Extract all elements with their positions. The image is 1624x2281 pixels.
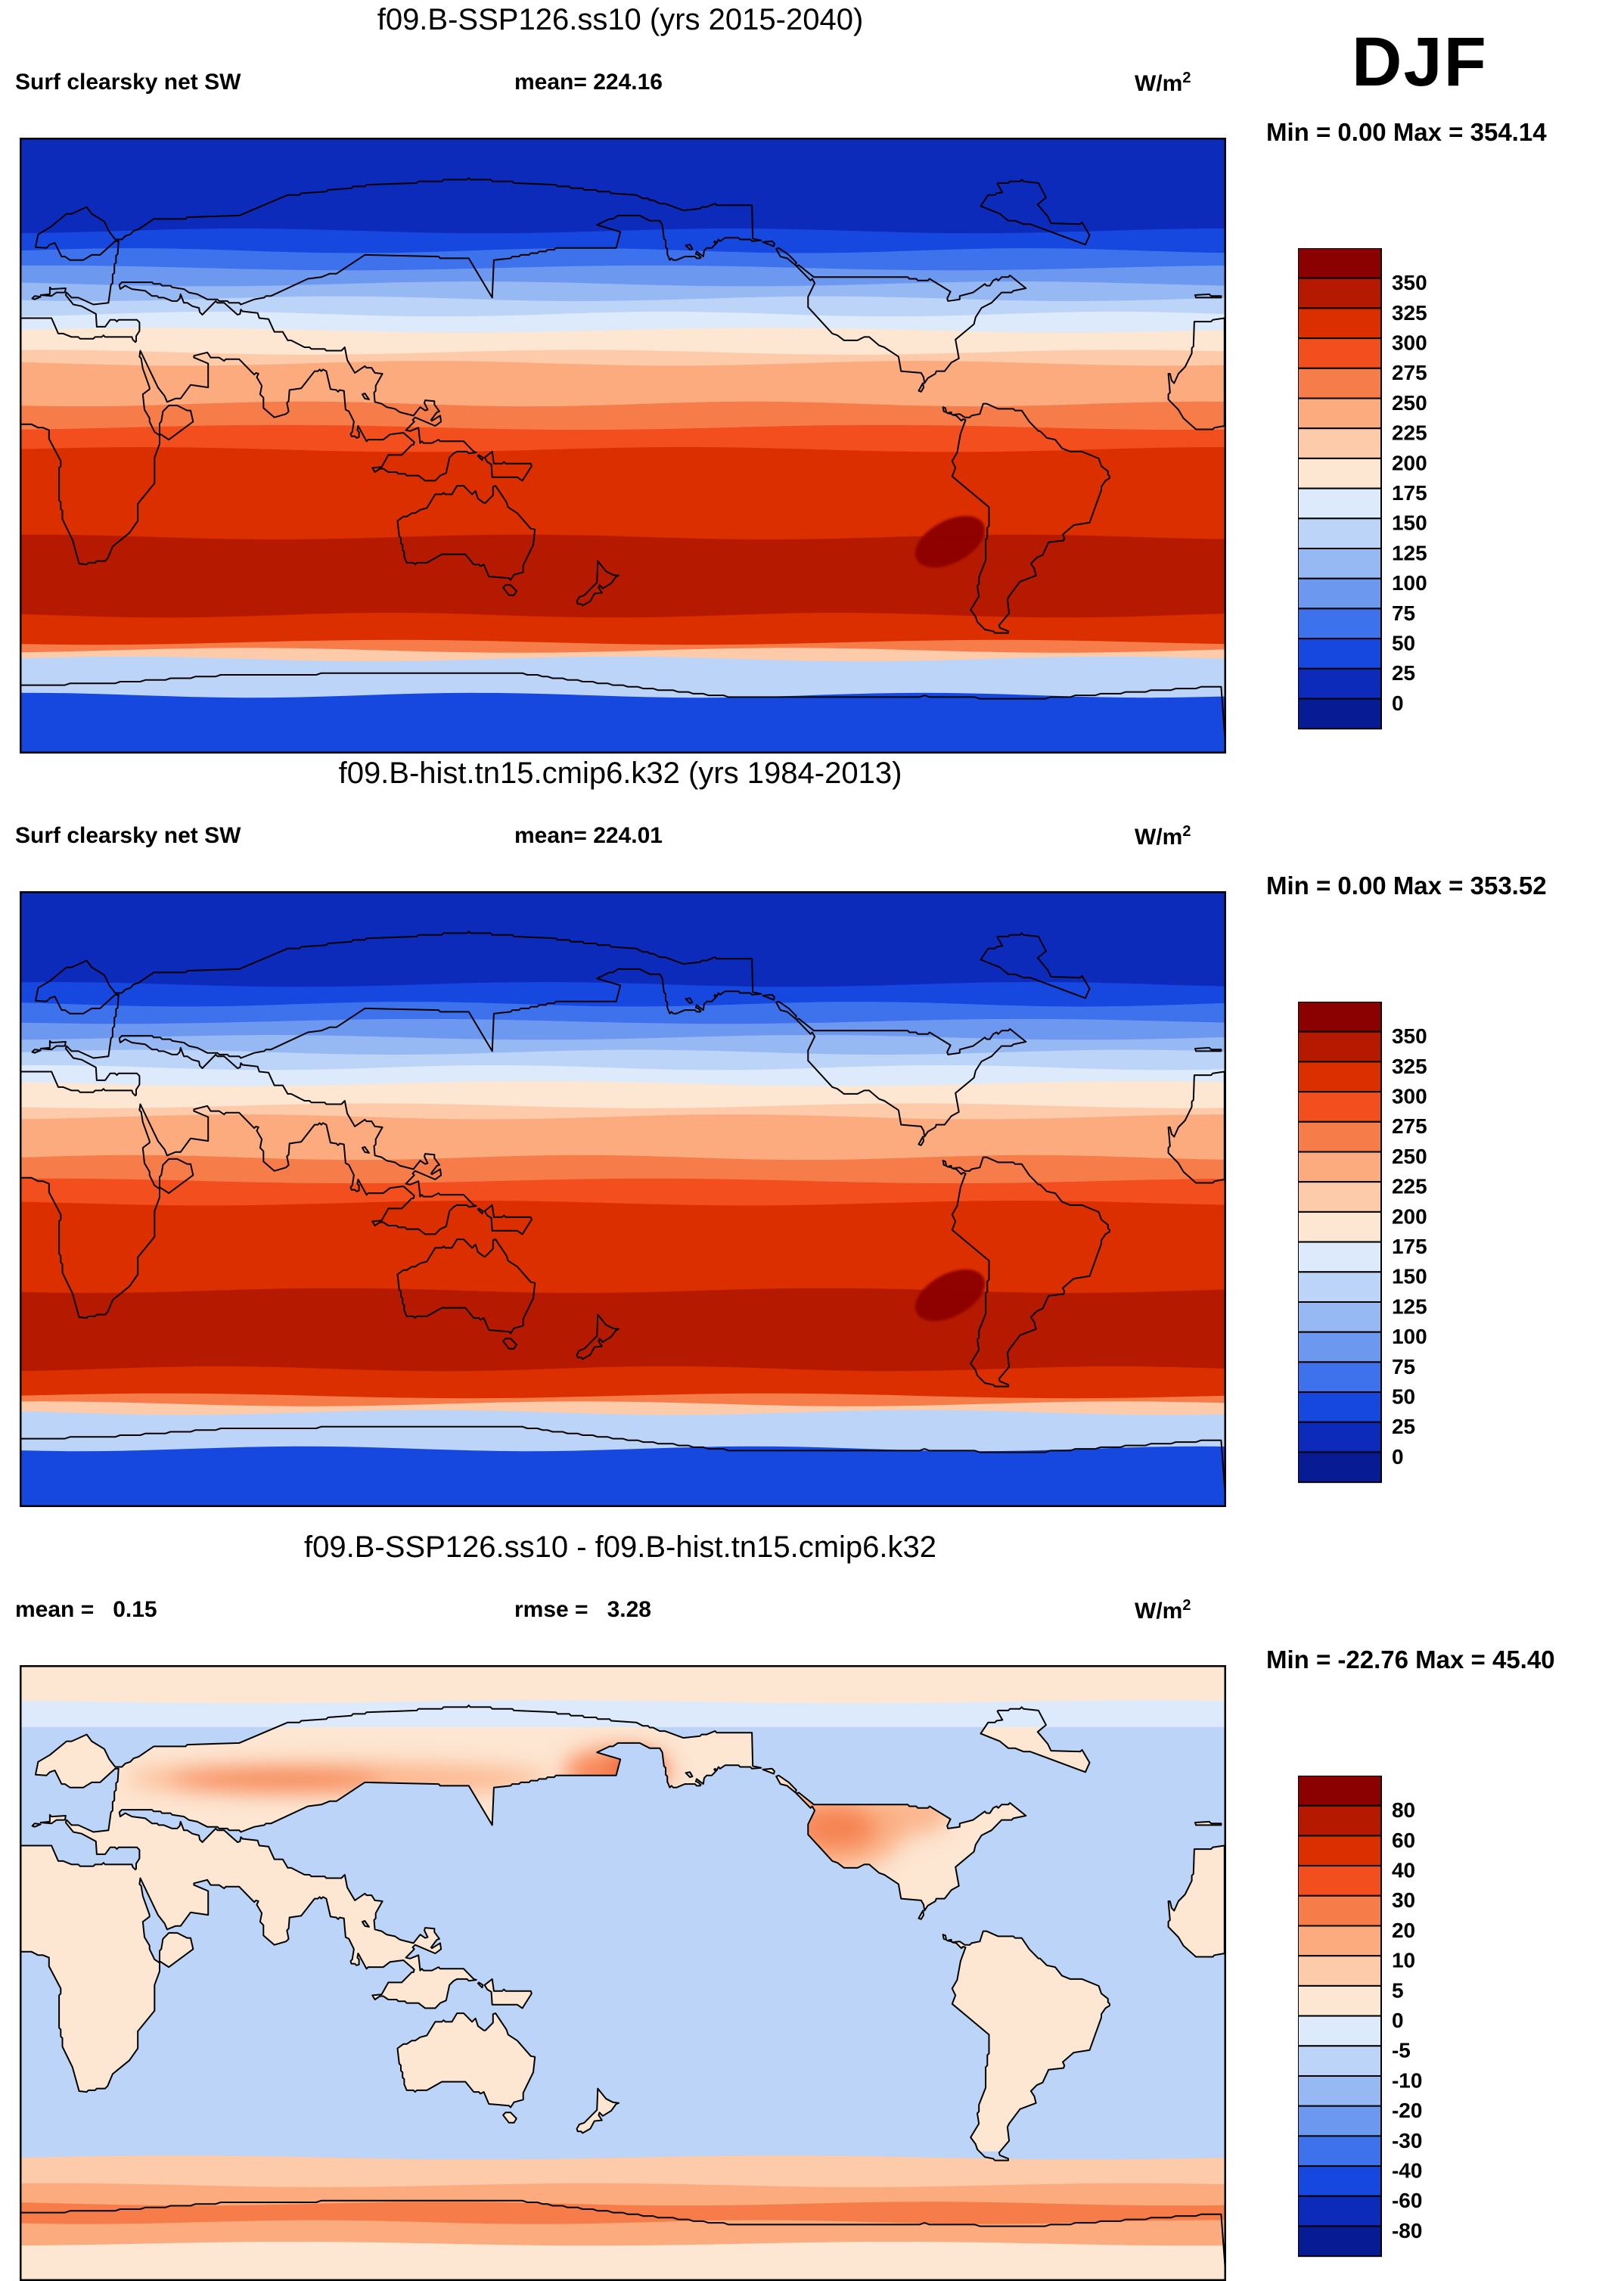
svg-text:-40: -40	[1392, 2158, 1422, 2182]
svg-text:225: 225	[1392, 421, 1427, 445]
svg-text:150: 150	[1392, 511, 1427, 535]
svg-text:125: 125	[1392, 1294, 1427, 1318]
svg-text:60: 60	[1392, 1829, 1415, 1852]
svg-text:40: 40	[1392, 1858, 1415, 1882]
svg-text:5: 5	[1392, 1978, 1404, 2002]
svg-text:0: 0	[1392, 1445, 1404, 1468]
svg-text:80: 80	[1392, 1798, 1415, 1822]
svg-text:100: 100	[1392, 571, 1427, 595]
svg-text:20: 20	[1392, 1919, 1415, 1942]
svg-text:25: 25	[1392, 1415, 1415, 1438]
svg-text:10: 10	[1392, 1949, 1415, 1972]
svg-text:75: 75	[1392, 601, 1415, 625]
svg-text:275: 275	[1392, 1114, 1427, 1138]
svg-text:250: 250	[1392, 391, 1427, 415]
svg-text:-60: -60	[1392, 2189, 1422, 2212]
svg-text:0: 0	[1392, 691, 1404, 715]
svg-text:-10: -10	[1392, 2068, 1422, 2092]
svg-text:-30: -30	[1392, 2129, 1422, 2152]
svg-text:325: 325	[1392, 1055, 1427, 1078]
svg-text:200: 200	[1392, 451, 1427, 474]
svg-text:25: 25	[1392, 661, 1415, 685]
svg-text:300: 300	[1392, 331, 1427, 354]
svg-text:350: 350	[1392, 1024, 1427, 1048]
svg-text:275: 275	[1392, 361, 1427, 384]
svg-text:175: 175	[1392, 481, 1427, 505]
svg-text:100: 100	[1392, 1325, 1427, 1348]
svg-text:-80: -80	[1392, 2219, 1422, 2242]
svg-text:325: 325	[1392, 301, 1427, 325]
svg-text:0: 0	[1392, 2009, 1404, 2032]
svg-text:-20: -20	[1392, 2099, 1422, 2122]
svg-text:250: 250	[1392, 1145, 1427, 1168]
svg-text:225: 225	[1392, 1175, 1427, 1198]
svg-text:300: 300	[1392, 1084, 1427, 1108]
svg-text:175: 175	[1392, 1235, 1427, 1258]
svg-text:150: 150	[1392, 1265, 1427, 1288]
svg-text:350: 350	[1392, 271, 1427, 294]
svg-text:50: 50	[1392, 1384, 1415, 1408]
svg-text:75: 75	[1392, 1355, 1415, 1378]
svg-text:-5: -5	[1392, 2039, 1411, 2062]
svg-text:50: 50	[1392, 631, 1415, 654]
svg-text:200: 200	[1392, 1204, 1427, 1228]
svg-text:125: 125	[1392, 541, 1427, 564]
svg-text:30: 30	[1392, 1888, 1415, 1912]
